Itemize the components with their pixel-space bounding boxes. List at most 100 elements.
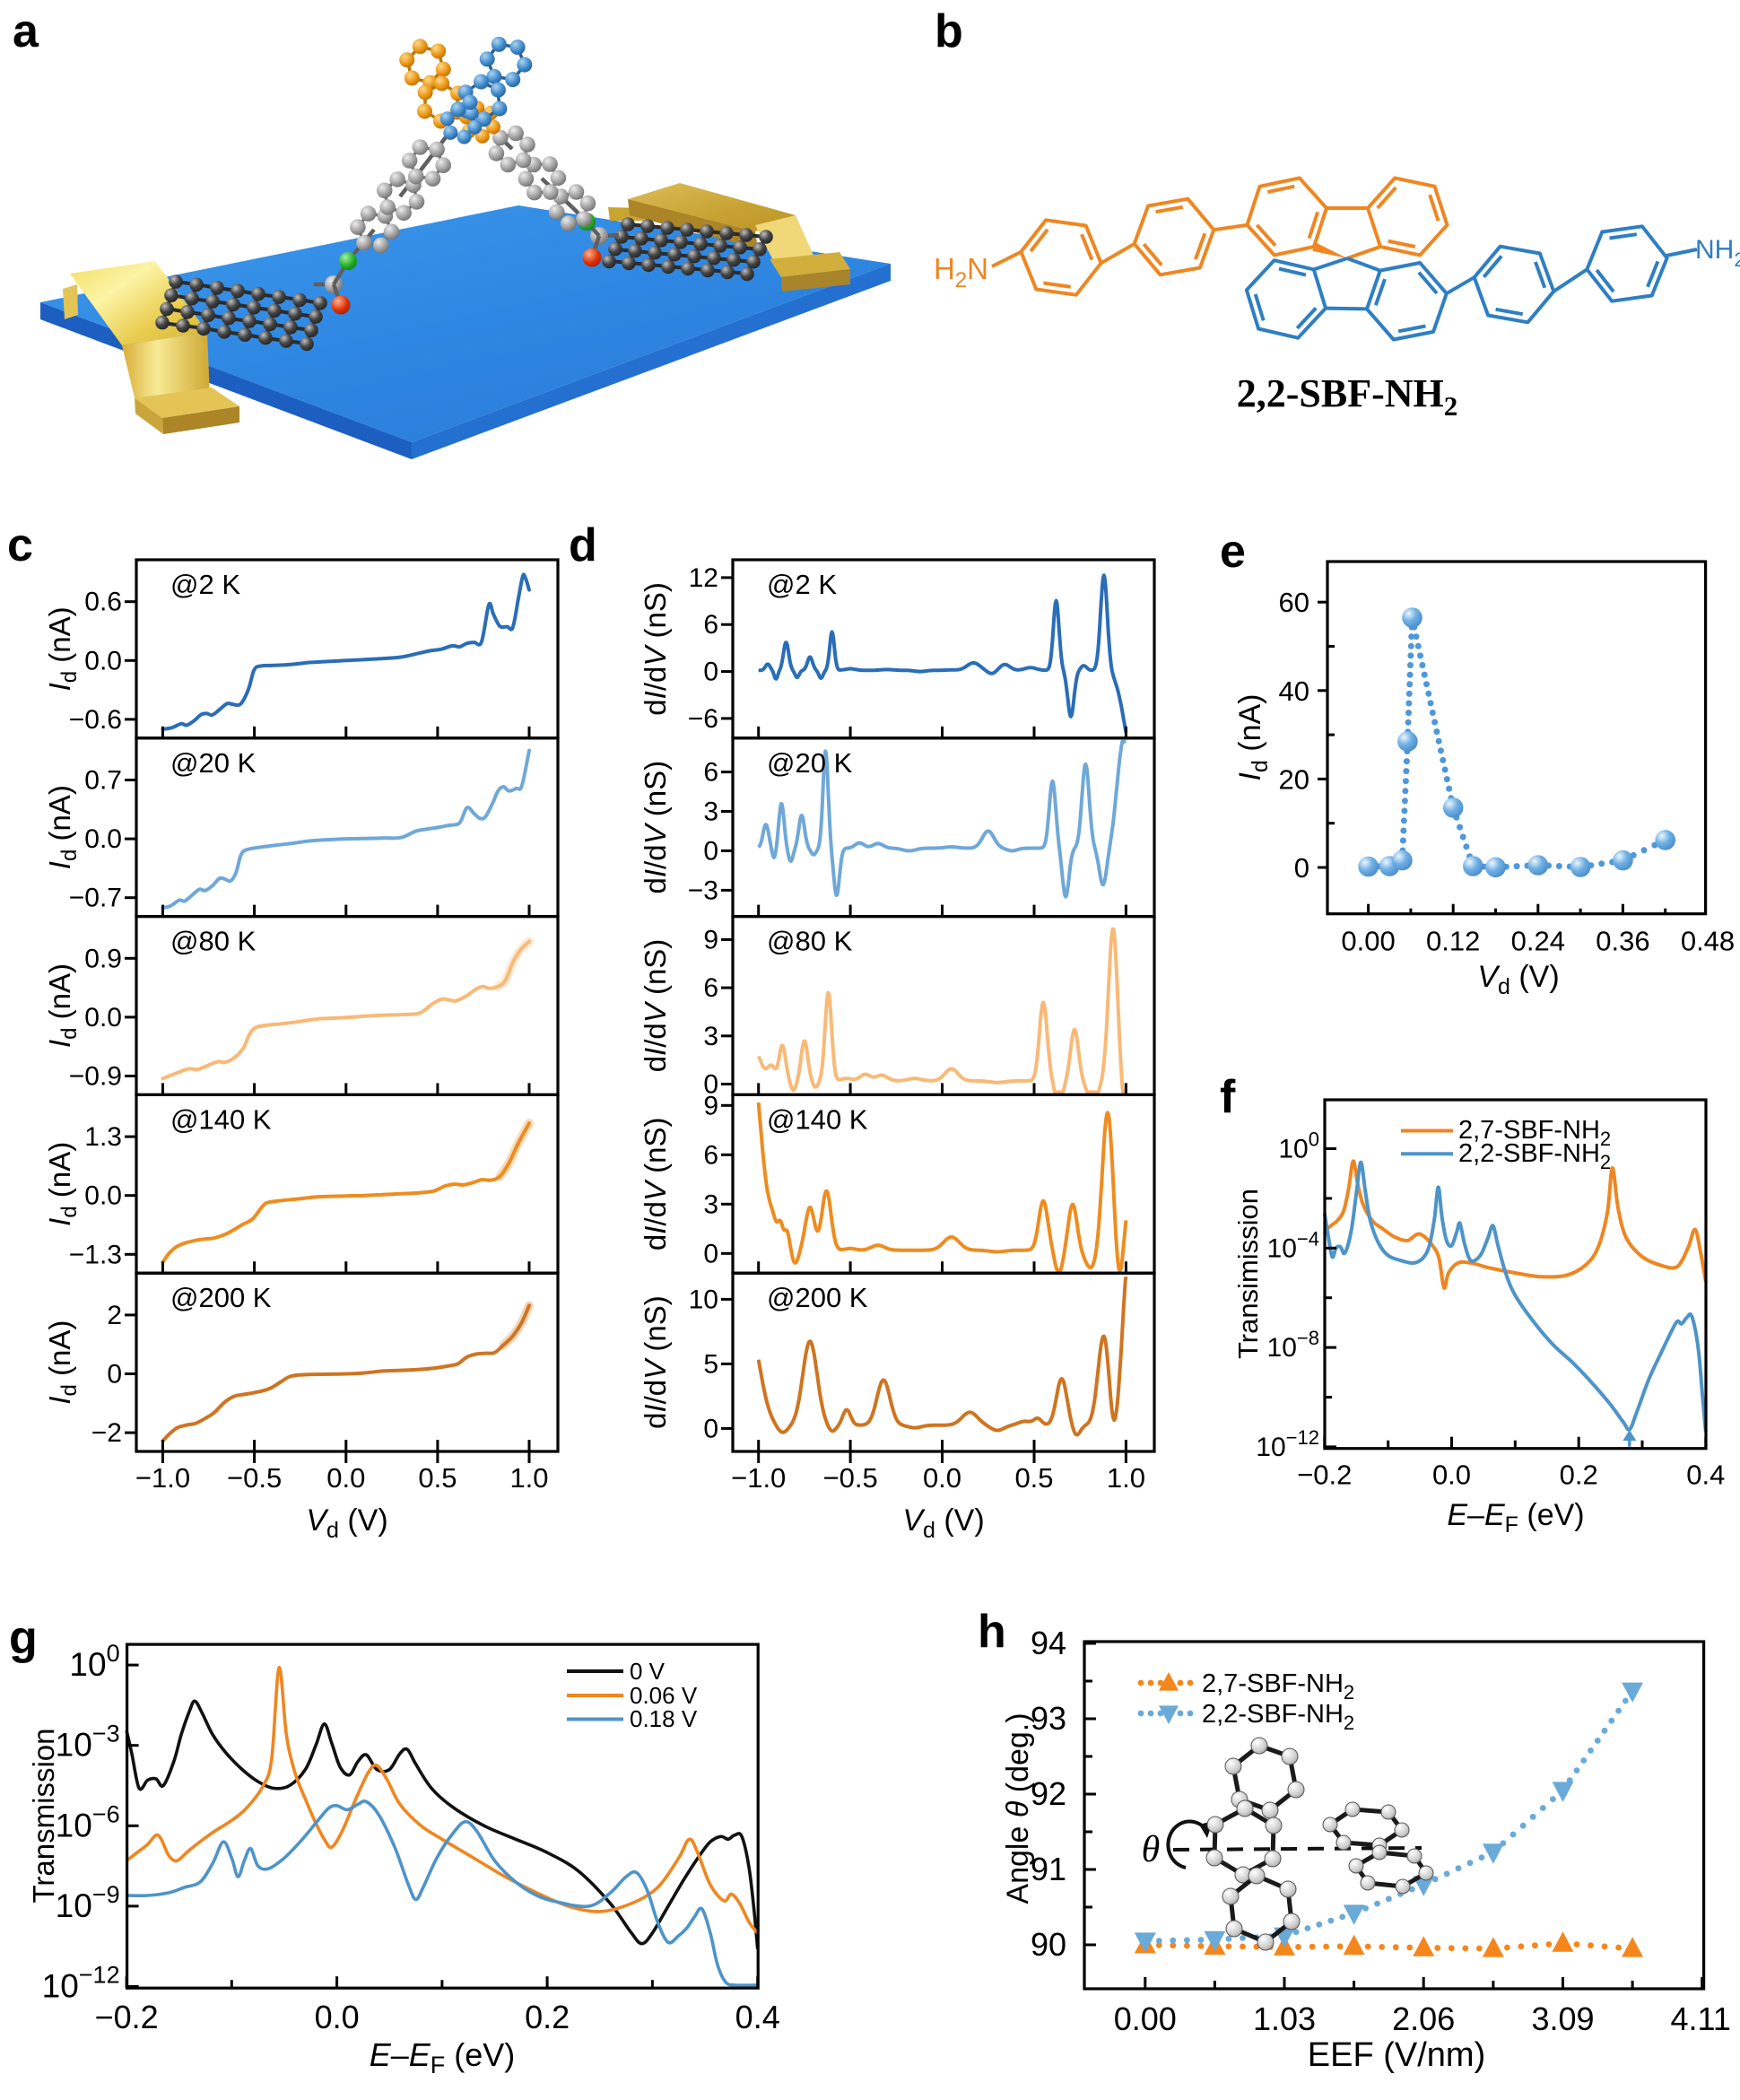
svg-text:θ: θ (1142, 1829, 1161, 1870)
svg-text:90: 90 (1031, 1926, 1066, 1963)
svg-text:@140 K: @140 K (170, 1103, 272, 1135)
svg-text:−0.5: −0.5 (227, 1462, 282, 1494)
svg-text:6: 6 (703, 610, 718, 640)
svg-text:3: 3 (703, 1189, 718, 1219)
svg-text:94: 94 (1031, 1625, 1066, 1661)
svg-text:0: 0 (703, 658, 718, 687)
svg-text:1.0: 1.0 (509, 1462, 548, 1494)
svg-text:Id (nA): Id (nA) (43, 1142, 82, 1226)
svg-text:@200 K: @200 K (767, 1282, 868, 1313)
svg-text:6: 6 (703, 1140, 718, 1170)
svg-text:0.9: 0.9 (84, 944, 122, 973)
svg-text:−0.2: −0.2 (95, 1999, 159, 2035)
svg-text:e: e (1220, 526, 1246, 578)
svg-text:Id (nA): Id (nA) (1233, 693, 1273, 780)
svg-text:@80 K: @80 K (767, 926, 853, 957)
svg-text:0: 0 (703, 1414, 718, 1443)
svg-text:0.7: 0.7 (84, 766, 122, 796)
svg-text:0 V: 0 V (630, 1658, 666, 1685)
svg-text:0.5: 0.5 (418, 1462, 457, 1494)
svg-text:@20 K: @20 K (170, 747, 257, 779)
svg-text:9: 9 (703, 925, 718, 954)
svg-text:Vd (V): Vd (V) (902, 1503, 984, 1543)
svg-text:1.0: 1.0 (1107, 1462, 1145, 1494)
svg-text:@2 K: @2 K (767, 569, 837, 600)
svg-text:h: h (978, 1606, 1006, 1658)
svg-text:0.0: 0.0 (84, 646, 122, 675)
svg-text:−3: −3 (688, 876, 718, 905)
svg-text:−0.2: −0.2 (1297, 1460, 1352, 1491)
svg-text:2,7-SBF-NH2: 2,7-SBF-NH2 (1458, 1116, 1611, 1150)
svg-text:c: c (7, 519, 33, 571)
svg-text:Id (nA): Id (nA) (43, 963, 82, 1048)
svg-text:0.0: 0.0 (84, 824, 122, 854)
svg-text:0: 0 (107, 1360, 122, 1390)
svg-text:0.00: 0.00 (1114, 2000, 1177, 2037)
svg-text:@140 K: @140 K (767, 1103, 868, 1135)
svg-text:Vd (V): Vd (V) (306, 1503, 387, 1543)
svg-text:5: 5 (703, 1349, 718, 1379)
svg-text:1.3: 1.3 (84, 1122, 122, 1152)
svg-text:−2: −2 (91, 1418, 122, 1448)
svg-text:dI/dV (nS): dI/dV (nS) (639, 1295, 672, 1429)
svg-text:Vd (V): Vd (V) (1477, 960, 1559, 999)
svg-text:2,2-SBF-NH2: 2,2-SBF-NH2 (1237, 371, 1458, 422)
svg-text:−1.0: −1.0 (731, 1462, 786, 1494)
svg-text:10−8: 10−8 (1267, 1327, 1319, 1363)
svg-text:@20 K: @20 K (767, 747, 853, 779)
svg-text:2,2-SBF-NH2: 2,2-SBF-NH2 (1458, 1139, 1611, 1173)
svg-text:6: 6 (703, 758, 718, 788)
svg-text:−6: −6 (688, 704, 718, 734)
svg-text:0.0: 0.0 (84, 1181, 122, 1211)
svg-text:Angle θ (deg.): Angle θ (deg.) (1001, 1712, 1035, 1904)
svg-text:Id (nA): Id (nA) (43, 785, 82, 869)
svg-text:0: 0 (703, 1239, 718, 1268)
svg-text:12: 12 (689, 563, 718, 593)
svg-text:d: d (569, 519, 597, 571)
svg-text:91: 91 (1031, 1851, 1066, 1887)
svg-text:10: 10 (689, 1285, 718, 1314)
svg-text:0.0: 0.0 (923, 1462, 961, 1494)
svg-text:60: 60 (1279, 587, 1309, 618)
svg-text:93: 93 (1031, 1700, 1066, 1737)
svg-text:0: 0 (703, 1070, 718, 1100)
svg-text:0.36: 0.36 (1596, 926, 1649, 957)
svg-text:0.2: 0.2 (525, 1999, 570, 2035)
svg-text:40: 40 (1279, 675, 1309, 707)
svg-text:−0.5: −0.5 (822, 1462, 877, 1494)
svg-text:Transimission: Transimission (1232, 1189, 1264, 1359)
svg-text:10−4: 10−4 (1267, 1227, 1319, 1263)
svg-text:0.0: 0.0 (84, 1003, 122, 1033)
svg-text:−0.7: −0.7 (69, 884, 122, 913)
svg-text:0.00: 0.00 (1341, 926, 1395, 957)
svg-text:f: f (1220, 1071, 1236, 1123)
svg-text:Id (nA): Id (nA) (43, 1320, 82, 1405)
svg-text:0.12: 0.12 (1426, 926, 1480, 957)
svg-text:b: b (935, 5, 963, 57)
svg-text:0.0: 0.0 (315, 1999, 360, 2035)
svg-text:0.6: 0.6 (84, 588, 122, 617)
svg-text:0.18 V: 0.18 V (630, 1705, 698, 1732)
svg-text:dI/dV (nS): dI/dV (nS) (639, 1118, 672, 1251)
svg-text:Id (nA): Id (nA) (43, 606, 82, 691)
svg-text:dI/dV (nS): dI/dV (nS) (639, 761, 672, 894)
svg-text:dI/dV (nS): dI/dV (nS) (639, 582, 672, 716)
svg-text:@200 K: @200 K (170, 1282, 272, 1313)
svg-text:4.11: 4.11 (1670, 2000, 1730, 2037)
svg-text:@2 K: @2 K (170, 569, 240, 600)
svg-text:2: 2 (107, 1301, 122, 1330)
svg-text:3: 3 (703, 797, 718, 827)
svg-text:0.5: 0.5 (1014, 1462, 1053, 1494)
svg-text:6: 6 (703, 973, 718, 1003)
svg-text:0: 0 (1294, 852, 1309, 884)
svg-text:1.03: 1.03 (1253, 2000, 1316, 2037)
svg-text:9: 9 (703, 1091, 718, 1120)
svg-text:dI/dV (nS): dI/dV (nS) (639, 939, 672, 1073)
svg-text:0: 0 (703, 836, 718, 866)
svg-text:−0.9: −0.9 (69, 1062, 122, 1092)
svg-text:2.06: 2.06 (1392, 2000, 1455, 2037)
svg-text:@80 K: @80 K (170, 926, 257, 957)
svg-text:0.48: 0.48 (1681, 926, 1735, 957)
svg-text:0.0: 0.0 (1432, 1460, 1471, 1491)
svg-text:3: 3 (703, 1022, 718, 1051)
